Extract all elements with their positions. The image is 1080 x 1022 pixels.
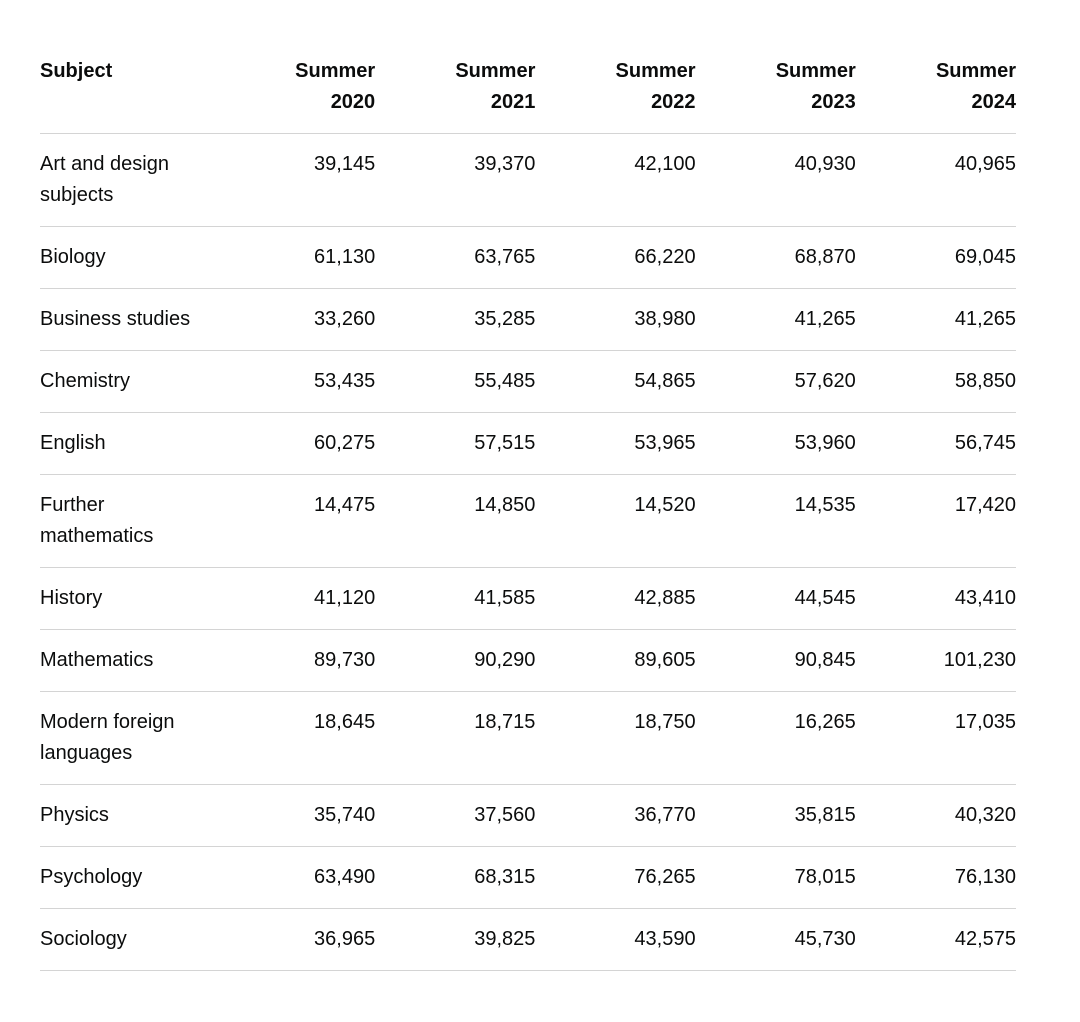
entry-count-cell: 55,485 bbox=[375, 350, 536, 413]
entry-count-cell: 41,265 bbox=[695, 288, 856, 351]
entry-count-cell: 37,560 bbox=[375, 784, 536, 847]
entry-count-cell: 101,230 bbox=[855, 629, 1016, 692]
entry-count-cell: 90,845 bbox=[695, 629, 856, 692]
entry-count-cell: 44,545 bbox=[695, 567, 856, 630]
subject-cell: Art and design subjects bbox=[40, 133, 215, 227]
subject-cell: Business studies bbox=[40, 288, 215, 351]
subject-cell: Physics bbox=[40, 784, 215, 847]
column-header-year: Summer 2021 bbox=[375, 41, 536, 134]
year-label: Summer 2024 bbox=[935, 60, 1016, 113]
entry-count-cell: 57,515 bbox=[375, 412, 536, 475]
table-row: Art and design subjects 39,145 39,370 42,1… bbox=[40, 133, 1016, 227]
entry-count-cell: 89,605 bbox=[535, 629, 696, 692]
subject-cell: English bbox=[40, 412, 215, 475]
entry-count-cell: 39,825 bbox=[375, 908, 536, 971]
column-header-year: Summer 2022 bbox=[535, 41, 696, 134]
entry-count-cell: 42,885 bbox=[535, 567, 696, 630]
entry-count-cell: 76,265 bbox=[535, 846, 696, 909]
entry-count-cell: 36,770 bbox=[535, 784, 696, 847]
entry-count-cell: 33,260 bbox=[215, 288, 376, 351]
entry-count-cell: 63,490 bbox=[215, 846, 376, 909]
subject-entries-table: Subject Summer 2020 Summer 2021 Summer 202… bbox=[40, 41, 1016, 971]
entry-count-cell: 53,965 bbox=[535, 412, 696, 475]
subject-cell: Further mathematics bbox=[40, 474, 215, 568]
entry-count-cell: 53,435 bbox=[215, 350, 376, 413]
table-row: Mathematics 89,730 90,290 89,605 90,845 101,… bbox=[40, 629, 1016, 692]
table-row: Chemistry 53,435 55,485 54,865 57,620 58,850 bbox=[40, 350, 1016, 413]
table-row: Psychology 63,490 68,315 76,265 78,015 76,13… bbox=[40, 846, 1016, 909]
table-row: History 41,120 41,585 42,885 44,545 43,410 bbox=[40, 567, 1016, 630]
entry-count-cell: 68,870 bbox=[695, 226, 856, 289]
entry-count-cell: 40,320 bbox=[855, 784, 1016, 847]
entry-count-cell: 39,145 bbox=[215, 133, 376, 227]
entry-count-cell: 17,035 bbox=[855, 691, 1016, 785]
table-header-row: Subject Summer 2020 Summer 2021 Summer 202… bbox=[40, 41, 1016, 134]
column-header-year: Summer 2024 bbox=[855, 41, 1016, 134]
entry-count-cell: 54,865 bbox=[535, 350, 696, 413]
entry-count-cell: 35,815 bbox=[695, 784, 856, 847]
entry-count-cell: 43,410 bbox=[855, 567, 1016, 630]
entry-count-cell: 41,585 bbox=[375, 567, 536, 630]
entry-count-cell: 90,290 bbox=[375, 629, 536, 692]
entry-count-cell: 38,980 bbox=[535, 288, 696, 351]
subject-cell: Modern foreign languages bbox=[40, 691, 215, 785]
entry-count-cell: 56,745 bbox=[855, 412, 1016, 475]
entry-count-cell: 14,535 bbox=[695, 474, 856, 568]
entry-count-cell: 36,965 bbox=[215, 908, 376, 971]
year-label: Summer 2020 bbox=[295, 60, 376, 113]
year-label: Summer 2021 bbox=[455, 60, 536, 113]
subject-cell: Mathematics bbox=[40, 629, 215, 692]
entry-count-cell: 76,130 bbox=[855, 846, 1016, 909]
entry-count-cell: 60,275 bbox=[215, 412, 376, 475]
table-row: Business studies 33,260 35,285 38,980 41,26… bbox=[40, 288, 1016, 351]
entry-count-cell: 14,850 bbox=[375, 474, 536, 568]
subject-cell: Psychology bbox=[40, 846, 215, 909]
entry-count-cell: 66,220 bbox=[535, 226, 696, 289]
entry-count-cell: 14,475 bbox=[215, 474, 376, 568]
entry-count-cell: 17,420 bbox=[855, 474, 1016, 568]
subject-cell: Chemistry bbox=[40, 350, 215, 413]
table-row: Physics 35,740 37,560 36,770 35,815 40,320 bbox=[40, 784, 1016, 847]
entry-count-cell: 35,740 bbox=[215, 784, 376, 847]
entry-count-cell: 14,520 bbox=[535, 474, 696, 568]
subject-cell: History bbox=[40, 567, 215, 630]
entry-count-cell: 89,730 bbox=[215, 629, 376, 692]
entry-count-cell: 42,100 bbox=[535, 133, 696, 227]
entry-count-cell: 58,850 bbox=[855, 350, 1016, 413]
table-row: English 60,275 57,515 53,965 53,960 56,745 bbox=[40, 412, 1016, 475]
column-header-year: Summer 2020 bbox=[215, 41, 376, 134]
table-row: Further mathematics 14,475 14,850 14,520 14… bbox=[40, 474, 1016, 568]
entry-count-cell: 63,765 bbox=[375, 226, 536, 289]
entry-count-cell: 18,715 bbox=[375, 691, 536, 785]
table-row: Biology 61,130 63,765 66,220 68,870 69,045 bbox=[40, 226, 1016, 289]
entry-count-cell: 42,575 bbox=[855, 908, 1016, 971]
year-label: Summer 2022 bbox=[615, 60, 696, 113]
table-body: Art and design subjects 39,145 39,370 42,1… bbox=[40, 133, 1016, 971]
entry-count-cell: 57,620 bbox=[695, 350, 856, 413]
entry-count-cell: 35,285 bbox=[375, 288, 536, 351]
subject-cell: Biology bbox=[40, 226, 215, 289]
table-row: Modern foreign languages 18,645 18,715 18,… bbox=[40, 691, 1016, 785]
entry-count-cell: 40,965 bbox=[855, 133, 1016, 227]
year-label: Summer 2023 bbox=[775, 60, 856, 113]
entry-count-cell: 16,265 bbox=[695, 691, 856, 785]
entry-count-cell: 41,120 bbox=[215, 567, 376, 630]
table-row: Sociology 36,965 39,825 43,590 45,730 42,575 bbox=[40, 908, 1016, 971]
entry-count-cell: 40,930 bbox=[695, 133, 856, 227]
column-header-subject: Subject bbox=[40, 41, 215, 134]
entry-count-cell: 68,315 bbox=[375, 846, 536, 909]
entry-count-cell: 39,370 bbox=[375, 133, 536, 227]
entry-count-cell: 53,960 bbox=[695, 412, 856, 475]
column-header-year: Summer 2023 bbox=[695, 41, 856, 134]
subject-cell: Sociology bbox=[40, 908, 215, 971]
entry-count-cell: 78,015 bbox=[695, 846, 856, 909]
entry-count-cell: 43,590 bbox=[535, 908, 696, 971]
entry-count-cell: 45,730 bbox=[695, 908, 856, 971]
entry-count-cell: 18,645 bbox=[215, 691, 376, 785]
entry-count-cell: 18,750 bbox=[535, 691, 696, 785]
entry-count-cell: 61,130 bbox=[215, 226, 376, 289]
entry-count-cell: 69,045 bbox=[855, 226, 1016, 289]
entry-count-cell: 41,265 bbox=[855, 288, 1016, 351]
